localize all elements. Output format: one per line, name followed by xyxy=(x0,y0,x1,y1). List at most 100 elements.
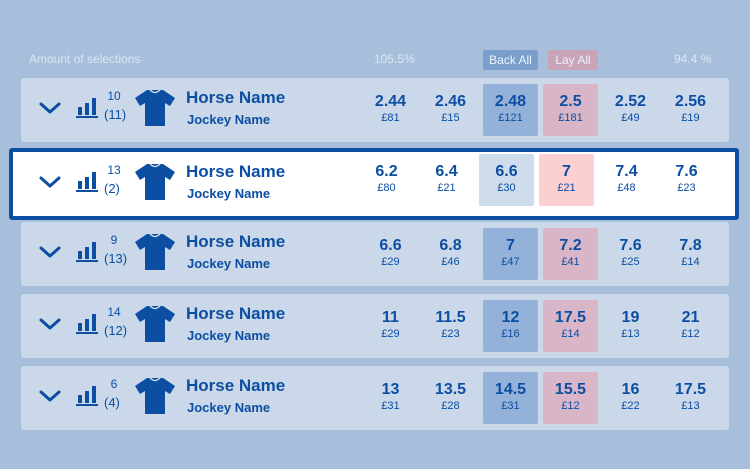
jockey-shirt-icon xyxy=(135,163,175,200)
odds-value: 6.6 xyxy=(379,237,402,254)
stake-amount: £121 xyxy=(498,112,523,124)
back-price-cell[interactable]: 6.2 £80 xyxy=(359,154,414,206)
saddle-cloth-number: 9 xyxy=(110,233,118,247)
lay-all-button[interactable]: Lay All xyxy=(548,50,598,70)
back-price-cell[interactable]: 11.5 £23 xyxy=(423,300,478,352)
stake-amount: £21 xyxy=(557,182,576,194)
odds-value: 17.5 xyxy=(674,381,707,398)
odds-value: 7 xyxy=(562,163,571,180)
stake-amount: £46 xyxy=(441,256,460,268)
back-price-cell[interactable]: 13 £31 xyxy=(363,372,418,424)
odds-value: 11.5 xyxy=(435,309,466,326)
runner-row[interactable]: 9 (13) Horse Name Jockey Name 6.6 £29 6.8… xyxy=(21,222,729,286)
lay-price-cell[interactable]: 2.5 £181 xyxy=(543,84,598,136)
back-price-cell[interactable]: 2.46 £15 xyxy=(423,84,478,136)
back-price-cell[interactable]: 14.5 £31 xyxy=(483,372,538,424)
lay-price-cell[interactable]: 16 £22 xyxy=(603,372,658,424)
stake-amount: £13 xyxy=(681,400,700,412)
stake-amount: £16 xyxy=(501,328,520,340)
stake-amount: £21 xyxy=(437,182,456,194)
amount-of-selections-label: Amount of selections xyxy=(29,52,141,66)
stake-amount: £23 xyxy=(441,328,460,340)
lay-price-cell[interactable]: 7.8 £14 xyxy=(663,228,718,280)
stake-amount: £80 xyxy=(377,182,396,194)
stake-amount: £49 xyxy=(621,112,640,124)
horse-name: Horse Name xyxy=(186,88,286,107)
stake-amount: £41 xyxy=(561,256,580,268)
stake-amount: £13 xyxy=(621,328,640,340)
lay-price-cell[interactable]: 17.5 £14 xyxy=(543,300,598,352)
stake-amount: £181 xyxy=(558,112,583,124)
odds-value: 14.5 xyxy=(494,381,527,398)
back-all-button[interactable]: Back All xyxy=(483,50,538,70)
runner-row[interactable]: 13 (2) Horse Name Jockey Name 6.2 £80 6.4… xyxy=(9,148,739,220)
odds-value: 7 xyxy=(506,237,515,254)
lay-price-cell[interactable]: 2.52 £49 xyxy=(603,84,658,136)
odds-value: 6.8 xyxy=(439,237,462,254)
bar-chart-icon[interactable] xyxy=(76,384,98,406)
runner-row[interactable]: 6 (4) Horse Name Jockey Name 13 £31 13.5 … xyxy=(21,366,729,430)
back-price-cell[interactable]: 7 £47 xyxy=(483,228,538,280)
odds-value: 12 xyxy=(501,309,520,326)
lay-price-cell[interactable]: 19 £13 xyxy=(603,300,658,352)
back-price-cell[interactable]: 12 £16 xyxy=(483,300,538,352)
stake-amount: £14 xyxy=(681,256,700,268)
odds-value: 7.2 xyxy=(559,237,582,254)
back-price-cell[interactable]: 11 £29 xyxy=(363,300,418,352)
stall-number: (12) xyxy=(104,323,128,338)
stall-number: (13) xyxy=(104,251,128,266)
jockey-name: Jockey Name xyxy=(187,186,271,201)
stake-amount: £81 xyxy=(381,112,400,124)
lay-overround: 94.4 % xyxy=(674,52,712,66)
saddle-cloth-number: 10 xyxy=(107,89,121,103)
stake-amount: £14 xyxy=(561,328,580,340)
lay-price-cell[interactable]: 7.2 £41 xyxy=(543,228,598,280)
odds-value: 13 xyxy=(381,381,400,398)
lay-price-cell[interactable]: 7.6 £23 xyxy=(659,154,714,206)
bar-chart-icon[interactable] xyxy=(76,96,98,118)
runner-row[interactable]: 10 (11) Horse Name Jockey Name 2.44 £81 2… xyxy=(21,78,729,142)
jockey-name: Jockey Name xyxy=(187,112,271,127)
odds-value: 6.6 xyxy=(495,163,518,180)
chevron-down-icon[interactable] xyxy=(38,388,62,404)
back-price-cell[interactable]: 2.44 £81 xyxy=(363,84,418,136)
lay-price-cell[interactable]: 7.4 £48 xyxy=(599,154,654,206)
bar-chart-icon[interactable] xyxy=(76,312,98,334)
chevron-down-icon[interactable] xyxy=(38,174,62,190)
stake-amount: £29 xyxy=(381,328,400,340)
jockey-shirt-icon xyxy=(135,377,175,414)
back-price-cell[interactable]: 6.6 £30 xyxy=(479,154,534,206)
stake-amount: £30 xyxy=(497,182,516,194)
odds-value: 2.48 xyxy=(494,93,527,110)
jockey-name: Jockey Name xyxy=(187,328,271,343)
jockey-shirt-icon xyxy=(135,89,175,126)
back-price-cell[interactable]: 6.8 £46 xyxy=(423,228,478,280)
odds-value: 7.4 xyxy=(615,163,638,180)
chevron-down-icon[interactable] xyxy=(38,316,62,332)
bar-chart-icon[interactable] xyxy=(76,240,98,262)
chevron-down-icon[interactable] xyxy=(38,100,62,116)
bar-chart-icon[interactable] xyxy=(76,170,98,192)
odds-value: 2.52 xyxy=(614,93,647,110)
back-price-cell[interactable]: 6.6 £29 xyxy=(363,228,418,280)
odds-value: 2.5 xyxy=(559,93,582,110)
back-price-cell[interactable]: 13.5 £28 xyxy=(423,372,478,424)
odds-value: 17.5 xyxy=(554,309,587,326)
lay-price-cell[interactable]: 21 £12 xyxy=(663,300,718,352)
lay-price-cell[interactable]: 2.56 £19 xyxy=(663,84,718,136)
odds-value: 6.2 xyxy=(375,163,398,180)
lay-price-cell[interactable]: 7.6 £25 xyxy=(603,228,658,280)
back-price-cell[interactable]: 2.48 £121 xyxy=(483,84,538,136)
chevron-down-icon[interactable] xyxy=(38,244,62,260)
jockey-shirt-icon xyxy=(135,233,175,270)
market-header: Amount of selections 105.5% Back All Lay… xyxy=(0,50,750,70)
lay-price-cell[interactable]: 15.5 £12 xyxy=(543,372,598,424)
odds-value: 21 xyxy=(681,309,700,326)
lay-price-cell[interactable]: 7 £21 xyxy=(539,154,594,206)
runner-row[interactable]: 14 (12) Horse Name Jockey Name 11 £29 11.… xyxy=(21,294,729,358)
saddle-cloth-number: 14 xyxy=(107,305,121,319)
odds-value: 7.8 xyxy=(679,237,702,254)
stake-amount: £19 xyxy=(681,112,700,124)
lay-price-cell[interactable]: 17.5 £13 xyxy=(663,372,718,424)
back-price-cell[interactable]: 6.4 £21 xyxy=(419,154,474,206)
